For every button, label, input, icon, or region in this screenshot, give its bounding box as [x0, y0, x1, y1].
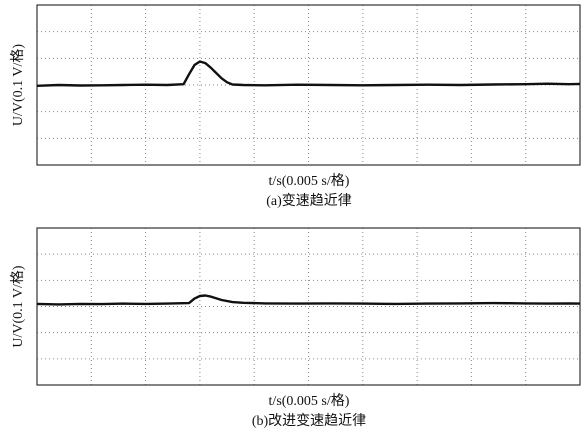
- x-axis-label: t/s(0.005 s/格): [269, 173, 350, 189]
- figure: U/V(0.1 V/格) t/s(0.005 s/格) (a)变速趋近律 U/V(0.…: [0, 0, 581, 434]
- caption: (b)改进变速趋近律: [252, 413, 366, 429]
- caption: (a)变速趋近律: [266, 193, 352, 209]
- y-axis-label: U/V(0.1 V/格): [10, 265, 26, 348]
- plot-frame: [37, 228, 580, 385]
- y-axis-label: U/V(0.1 V/格): [10, 44, 26, 127]
- x-axis-label: t/s(0.005 s/格): [269, 393, 350, 409]
